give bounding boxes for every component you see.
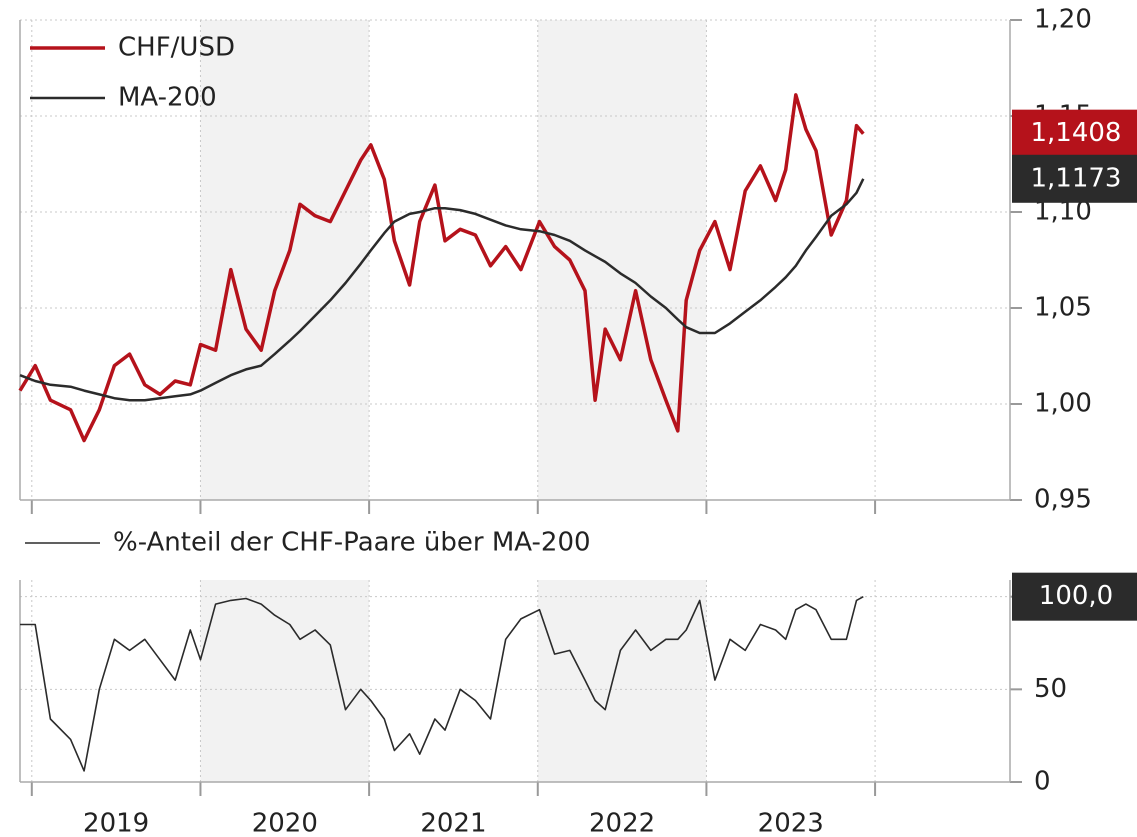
x-tick-label: 2023	[758, 809, 824, 837]
y-tick-label: 0,95	[1034, 485, 1092, 515]
end-value-tag	[1012, 154, 1137, 203]
legend-label: MA-200	[118, 83, 217, 113]
y-tick-label: 1,20	[1034, 5, 1092, 35]
series-line	[20, 595, 864, 772]
series-line	[18, 93, 865, 443]
legend-label: CHF/USD	[118, 33, 235, 63]
end-value-tag	[1012, 572, 1137, 621]
legend-label: %-Anteil der CHF-Paare über MA-200	[113, 528, 591, 558]
end-value-label: 1,1173	[1031, 163, 1122, 193]
y-tick-label: 1,00	[1034, 389, 1092, 419]
x-tick-label: 2019	[83, 809, 149, 837]
x-tick-label: 2022	[589, 809, 655, 837]
year-shade	[537, 20, 707, 500]
y-tick-label: 1,05	[1034, 293, 1092, 323]
series-line	[19, 178, 865, 402]
year-shade	[537, 580, 707, 782]
end-value-label: 100,0	[1039, 581, 1113, 611]
year-shade	[200, 580, 370, 782]
end-value-tag	[1012, 109, 1137, 158]
x-tick-label: 2021	[420, 809, 486, 837]
end-value-label: 1,1408	[1031, 118, 1122, 148]
y-tick-label: 0	[1034, 767, 1051, 797]
y-tick-label: 50	[1034, 674, 1067, 704]
x-tick-label: 2020	[252, 809, 318, 837]
